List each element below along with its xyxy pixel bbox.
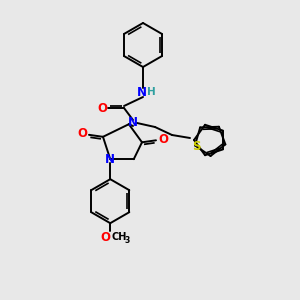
Text: H: H [147, 87, 155, 97]
Text: O: O [158, 133, 168, 146]
Text: CH: CH [112, 232, 127, 242]
Text: N: N [137, 86, 147, 100]
Text: N: N [105, 153, 115, 166]
Text: S: S [192, 140, 200, 153]
Text: O: O [97, 101, 107, 115]
Text: O: O [100, 231, 110, 244]
Text: N: N [128, 116, 138, 130]
Text: O: O [77, 127, 87, 140]
Text: 3: 3 [124, 236, 130, 245]
